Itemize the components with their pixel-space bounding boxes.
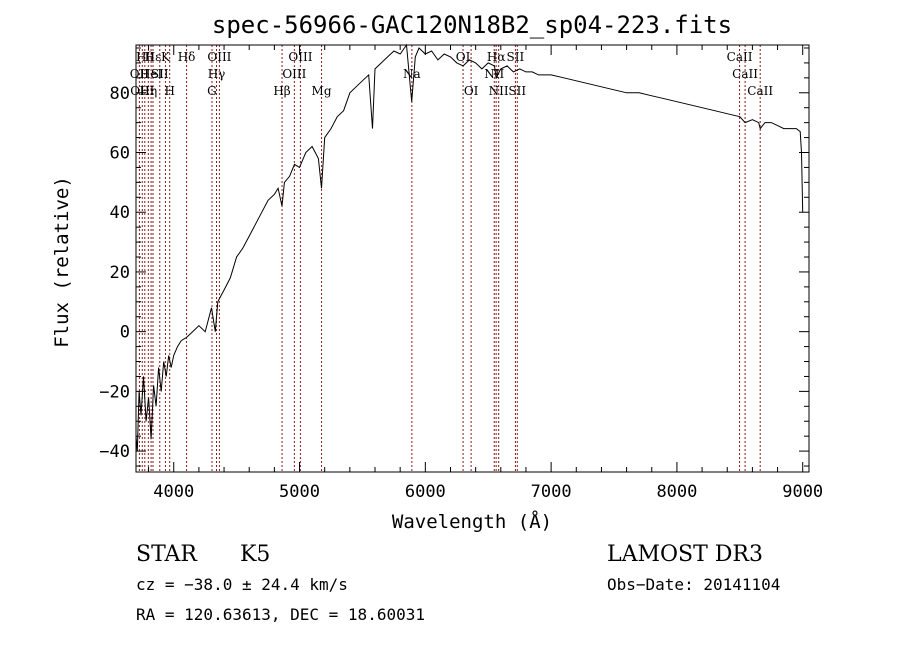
spectral-line-label: OII [130, 67, 150, 81]
y-axis-label: Flux (relative) [51, 176, 73, 348]
spectral-line-label: OIII [288, 50, 312, 64]
survey-name: LAMOST DR3 [607, 542, 763, 567]
y-tick-label: 80 [110, 84, 130, 104]
object-class: STAR [136, 542, 198, 567]
redshift-cz: cz = −38.0 ± 24.4 km/s [136, 575, 348, 594]
spectral-line-label: CaII [747, 84, 773, 98]
x-axis-label: Wavelength (Å) [392, 510, 552, 533]
spectral-line-label: Hβ [273, 84, 290, 98]
y-axis-ticks: −40 −20 0 20 40 60 80 [99, 47, 809, 467]
spectral-line-label: SII [508, 84, 526, 98]
spectral-line-label: OIII [282, 67, 306, 81]
object-subclass: K5 [240, 542, 270, 567]
spectral-line-label: H [164, 84, 174, 98]
x-tick-label: 8000 [656, 482, 697, 502]
x-tick-label: 5000 [279, 482, 320, 502]
spectral-line-label: OI [464, 84, 479, 98]
y-tick-label: 60 [110, 143, 130, 163]
spectral-line-label: SII [151, 67, 169, 81]
y-tick-label: 20 [110, 263, 130, 283]
spectral-line-label: SII [507, 50, 525, 64]
observation-date: Obs−Date: 20141104 [607, 575, 780, 594]
spectral-line-label: K [161, 50, 171, 64]
chart-title: spec-56966-GAC120N18B2_sp04-223.fits [212, 11, 732, 39]
x-tick-label: 6000 [405, 482, 446, 502]
spectral-line-label: Na [403, 67, 421, 81]
spectral-line-label: Hγ [208, 67, 226, 81]
spectral-line-label: G [207, 84, 217, 98]
y-tick-label: −20 [99, 382, 130, 402]
spectral-line-label: Mg [312, 84, 332, 98]
spectral-line-label: Hδ [178, 50, 196, 64]
y-tick-label: 0 [120, 323, 130, 343]
spectral-line-label: HeI [140, 67, 163, 81]
spectral-line-label: OIII [207, 50, 231, 64]
spectral-line-label: Hη [139, 84, 157, 98]
spectral-line-label: CaII [727, 50, 753, 64]
coordinates: RA = 120.63613, DEC = 18.60031 [136, 605, 425, 624]
spectral-line-label: OI [456, 50, 471, 64]
x-tick-label: 7000 [531, 482, 572, 502]
spectral-line-label: Hα [487, 50, 506, 64]
y-tick-label: −40 [99, 442, 130, 462]
spectrum-series-line [135, 43, 804, 452]
x-tick-label: 4000 [153, 482, 194, 502]
spectral-line-markers [138, 45, 761, 472]
spectral-line-label: Hε [145, 50, 162, 64]
y-tick-label: 40 [110, 203, 130, 223]
plot-frame [135, 44, 810, 473]
x-tick-label: 9000 [782, 482, 823, 502]
x-axis-ticks: 4000 5000 6000 7000 8000 9000 [148, 45, 823, 502]
spectral-line-label: CaII [732, 67, 758, 81]
spectral-line-labels: OIIOIIIHθHηHeIHεSIIKHHδGHγOIIIHβOIIIOIII… [130, 50, 774, 98]
spectral-line-label: NII [489, 84, 509, 98]
spectral-line-label: Hθ [136, 50, 154, 64]
